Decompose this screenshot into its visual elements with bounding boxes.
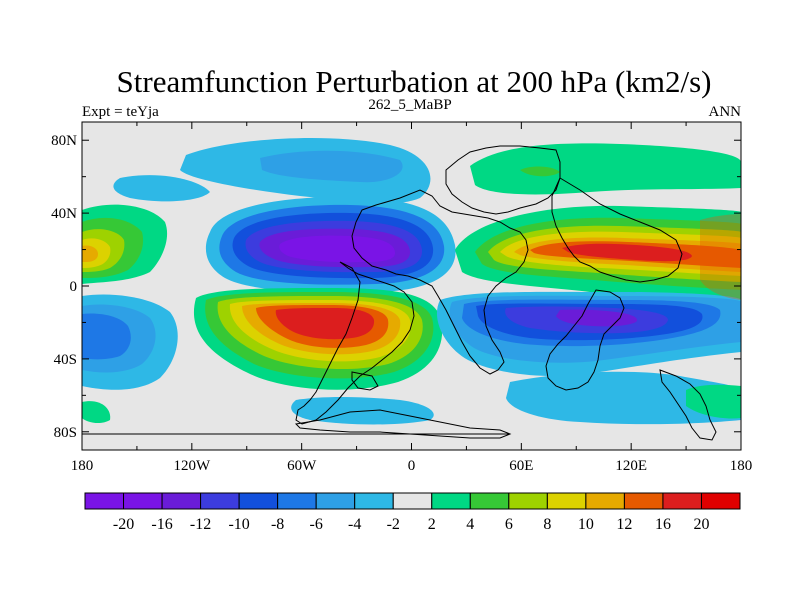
- colorbar-label: 2: [428, 516, 436, 533]
- colorbar-swatch: [200, 492, 240, 510]
- colorbar-swatch: [238, 492, 279, 510]
- colorbar-swatch: [123, 492, 163, 510]
- colorbar-swatch: [700, 492, 741, 510]
- colorbar-swatch: [84, 492, 125, 510]
- colorbar-swatch: [623, 492, 664, 510]
- colorbar-swatch: [431, 492, 471, 510]
- nh-asia-high: [455, 205, 741, 305]
- colorbar-swatch: [662, 492, 702, 510]
- x-tick-label: 180: [71, 458, 94, 474]
- colorbar-label: -10: [228, 516, 249, 533]
- contour-field: [82, 122, 741, 450]
- dateline-west-pos: [82, 204, 168, 284]
- colorbar-label: 20: [693, 516, 709, 533]
- chart-title: Streamfunction Perturbation at 200 hPa (…: [117, 64, 712, 99]
- sh-samerica-high: [193, 288, 443, 390]
- colorbar-swatch: [546, 492, 587, 510]
- subtitle-left: Expt = teYja: [82, 104, 159, 120]
- y-tick-label: 80S: [54, 425, 77, 441]
- colorbar-swatch: [469, 492, 510, 510]
- colorbar-swatch: [277, 492, 317, 510]
- colorbar-label: -4: [348, 516, 361, 533]
- y-axis: 80N 40N 0 40S 80S: [51, 133, 741, 441]
- x-tick-label: 180: [730, 458, 753, 474]
- y-tick-label: 40N: [51, 206, 77, 222]
- colorbar-label: -6: [310, 516, 323, 533]
- colorbar-label: -12: [190, 516, 211, 533]
- colorbar-label: 8: [543, 516, 551, 533]
- colorbar-swatch: [508, 492, 548, 510]
- colorbar-label: 6: [505, 516, 513, 533]
- x-tick-label: 0: [408, 458, 416, 474]
- colorbar-label: 16: [655, 516, 671, 533]
- continent-outlines: [82, 145, 717, 441]
- dateline-east-pos: [700, 214, 741, 300]
- x-axis: 180 120W 60W 0 60E 120E 180: [71, 122, 753, 474]
- sh-indian-low: [436, 291, 741, 376]
- subtitle-right: ANN: [709, 104, 742, 120]
- colorbar-label: 10: [578, 516, 594, 533]
- nh-north-pacific-pos: [470, 143, 741, 195]
- colorbar-swatch: [354, 492, 394, 510]
- nh-high-lat-low: [82, 137, 431, 424]
- x-tick-label: 120E: [615, 458, 647, 474]
- subtitle-center: 262_5_MaBP: [368, 97, 451, 113]
- colorbar-label: -8: [271, 516, 284, 533]
- colorbar-swatch: [315, 492, 356, 510]
- y-tick-label: 0: [70, 279, 78, 295]
- colorbar-label: 4: [466, 516, 474, 533]
- colorbar-swatch: [585, 492, 625, 510]
- colorbar-label: -16: [151, 516, 172, 533]
- colorbar-swatch: [161, 492, 202, 510]
- colorbar-label: -20: [113, 516, 134, 533]
- colorbar-label: 12: [616, 516, 632, 533]
- y-tick-label: 80N: [51, 133, 77, 149]
- x-tick-label: 120W: [173, 458, 211, 474]
- y-tick-label: 40S: [54, 352, 77, 368]
- nh-atlantic-low: [205, 196, 456, 293]
- x-tick-label: 60W: [287, 458, 317, 474]
- colorbar: -20 -16 -12 -10 -8 -6 -4 -2 2 4 6 8 10 12 16 20: [84, 492, 741, 533]
- sh-pacific-low: [82, 294, 178, 390]
- colorbar-label: -2: [387, 516, 400, 533]
- x-tick-label: 60E: [509, 458, 533, 474]
- colorbar-swatch: [392, 492, 433, 510]
